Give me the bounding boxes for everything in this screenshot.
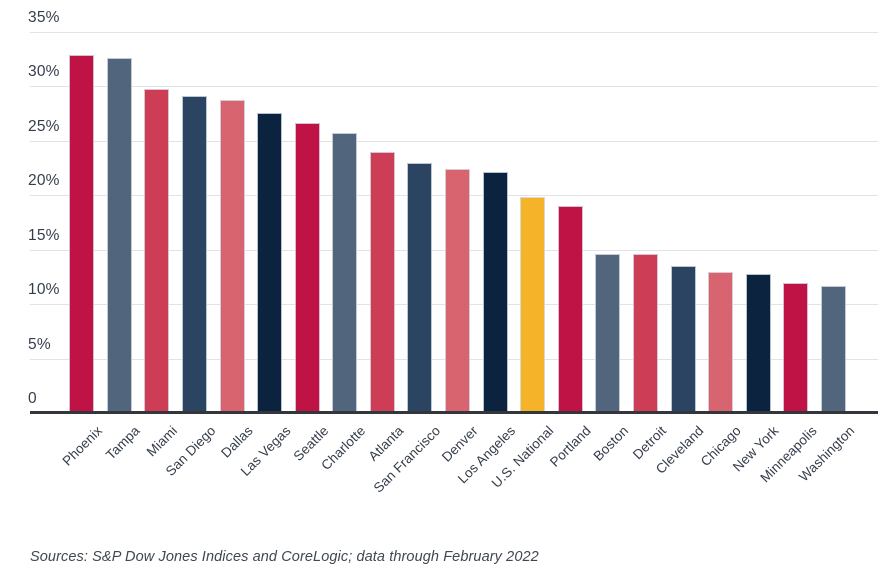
x-slot-portland: Portland: [547, 419, 594, 529]
x-slot-chicago: Chicago: [698, 419, 744, 529]
bar-miami: [144, 88, 170, 413]
bar-tampa: [106, 58, 132, 413]
bar-slot-portland: [552, 32, 590, 413]
bar-atlanta: [369, 151, 395, 413]
bar-las-vegas: [257, 112, 283, 413]
bar-slot-charlotte: [326, 32, 364, 413]
bar-detroit: [632, 254, 658, 413]
y-tick-label-25: 25%: [28, 117, 60, 135]
x-tick-label-phoenix: Phoenix: [59, 423, 106, 469]
bar-washington: [820, 285, 846, 413]
bar-san-francisco: [407, 162, 433, 413]
y-tick-label-10: 10%: [28, 281, 60, 299]
x-tick-label-boston: Boston: [590, 423, 632, 464]
bar-slot-u-s-national: [514, 32, 552, 413]
y-tick-label-0: 0: [28, 390, 37, 407]
bar-slot-tampa: [101, 32, 139, 413]
bar-denver: [445, 169, 471, 413]
x-slot-seattle: Seattle: [288, 419, 331, 529]
x-tick-label-charlotte: Charlotte: [318, 423, 369, 473]
bar-seattle: [294, 123, 320, 413]
x-slot-cleveland: Cleveland: [653, 419, 707, 529]
bar-new-york: [745, 273, 771, 413]
bar-slot-denver: [439, 32, 477, 413]
bar-portland: [557, 206, 583, 413]
x-axis-baseline: [30, 411, 878, 414]
bar-u-s-national: [520, 197, 546, 413]
bar-minneapolis: [783, 283, 809, 413]
x-slot-detroit: Detroit: [627, 419, 669, 529]
x-slot-u-s-national: U.S. National: [489, 419, 557, 529]
x-axis-labels-group: Phoenix Tampa Miami San Diego Dallas Las Vega…: [60, 419, 857, 529]
bar-chicago: [708, 271, 734, 413]
bar-slot-minneapolis: [777, 32, 815, 413]
bar-los-angeles: [482, 172, 508, 413]
bar-boston: [595, 254, 621, 413]
gridline-25: [30, 140, 878, 142]
y-tick-label-5: 5%: [28, 335, 51, 353]
bar-slot-washington: [815, 32, 853, 413]
x-slot-phoenix: Phoenix: [60, 419, 106, 529]
x-slot-washington: Washington: [796, 419, 857, 529]
x-slot-san-diego: San Diego: [162, 419, 218, 529]
bar-slot-atlanta: [364, 32, 402, 413]
bar-slot-cleveland: [664, 32, 702, 413]
bar-phoenix: [69, 54, 95, 413]
bar-slot-boston: [589, 32, 627, 413]
y-tick-label-15: 15%: [28, 226, 60, 244]
bar-slot-miami: [138, 32, 176, 413]
y-tick-label-30: 30%: [28, 63, 60, 81]
bar-slot-los-angeles: [476, 32, 514, 413]
x-tick-label-tampa: Tampa: [103, 423, 143, 463]
bar-charlotte: [332, 133, 358, 413]
y-tick-label-20: 20%: [28, 172, 60, 190]
y-tick-label-35: 35%: [28, 9, 60, 26]
bar-slot-chicago: [702, 32, 740, 413]
bars-group: [63, 32, 852, 413]
bar-san-diego: [182, 96, 208, 413]
x-slot-san-francisco: San Francisco: [371, 419, 444, 529]
x-slot-boston: Boston: [589, 419, 632, 529]
bar-slot-san-francisco: [401, 32, 439, 413]
bar-cleveland: [670, 266, 696, 413]
bar-dallas: [219, 99, 245, 413]
bar-slot-las-vegas: [251, 32, 289, 413]
x-slot-charlotte: Charlotte: [318, 419, 368, 529]
gridline-35: [30, 32, 878, 33]
bar-slot-san-diego: [176, 32, 214, 413]
gridline-30: [30, 86, 878, 88]
bar-slot-new-york: [739, 32, 777, 413]
x-tick-label-portland: Portland: [547, 423, 594, 470]
x-slot-las-vegas: Las Vegas: [237, 419, 293, 529]
bar-slot-detroit: [627, 32, 665, 413]
bar-slot-phoenix: [63, 32, 101, 413]
bar-slot-dallas: [213, 32, 251, 413]
source-note: Sources: S&P Dow Jones Indices and CoreL…: [30, 549, 539, 565]
x-slot-tampa: Tampa: [101, 419, 143, 529]
bar-slot-seattle: [288, 32, 326, 413]
